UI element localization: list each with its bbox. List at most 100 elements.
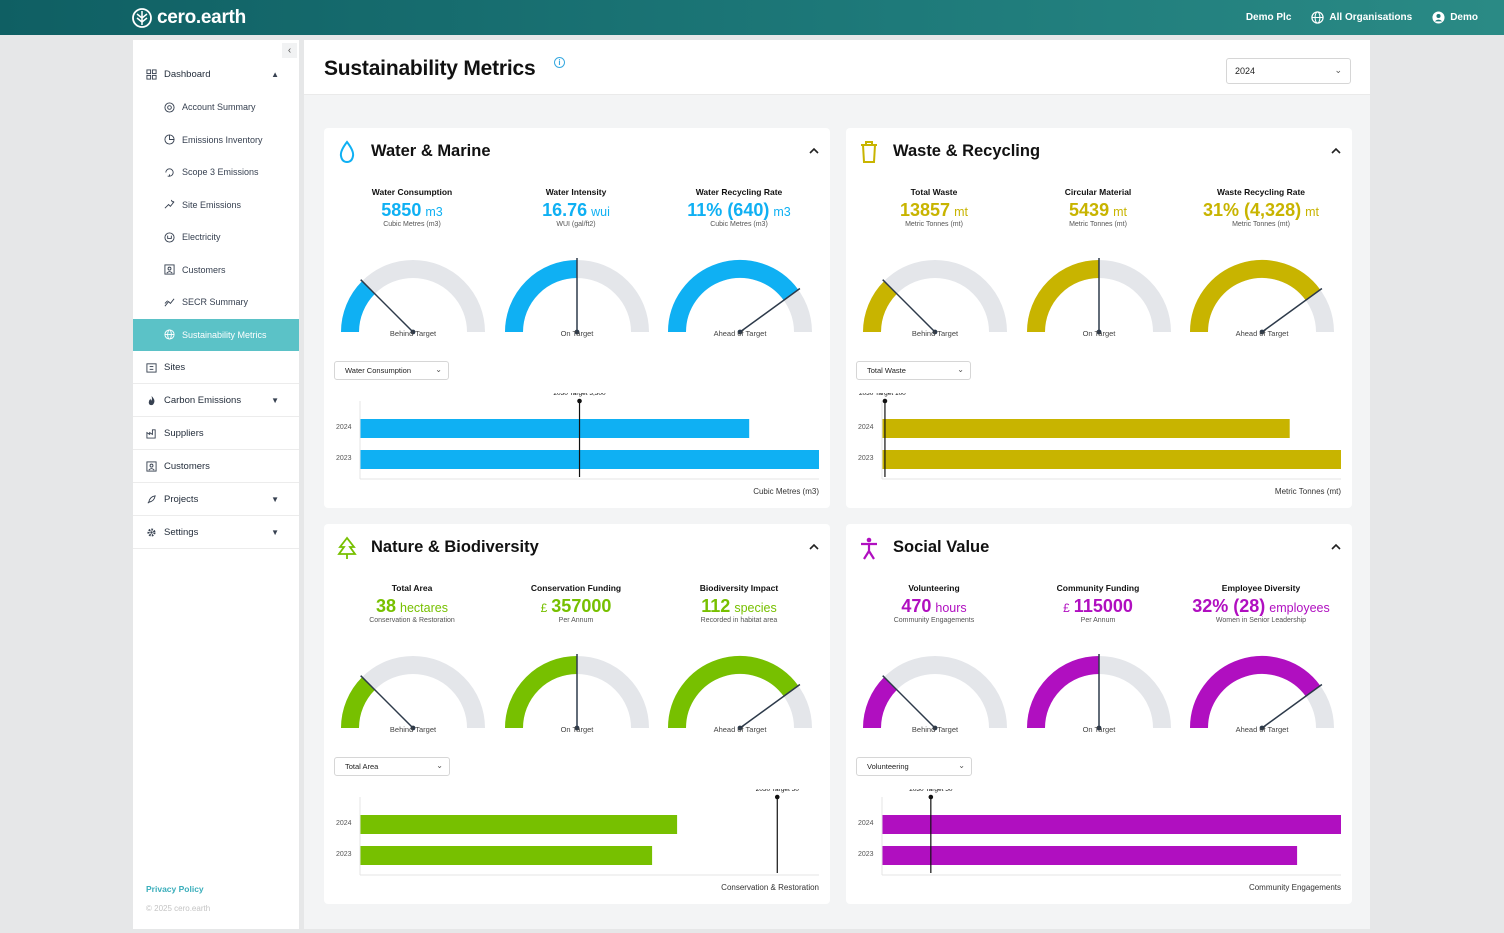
metric-value-row: 32% (28) employees: [1181, 596, 1341, 616]
target-marker: [577, 398, 582, 404]
sidebar-item-customers[interactable]: Customers: [133, 254, 299, 287]
sidebar-item-carbon-emissions[interactable]: Carbon Emissions ▼: [133, 384, 299, 417]
sidebar-item-suppliers[interactable]: Suppliers: [133, 417, 299, 450]
user-menu[interactable]: Demo: [1432, 11, 1478, 24]
metric-unit: wui: [591, 205, 610, 219]
sidebar-item-site-emissions[interactable]: Site Emissions: [133, 189, 299, 222]
year-select[interactable]: 2024 ⌄: [1226, 58, 1351, 84]
gauge-fill: [505, 656, 578, 729]
metric-value: 31% (4,328): [1203, 200, 1302, 220]
gauge-fill: [668, 655, 799, 729]
metric-value: 5439: [1069, 200, 1110, 220]
sidebar-item-settings[interactable]: Settings ▼: [133, 516, 299, 549]
org-name[interactable]: Demo Plc: [1246, 12, 1292, 23]
sidebar-item-label: Settings: [164, 526, 199, 538]
chevron-down-icon[interactable]: ▼: [271, 395, 279, 405]
metric: Biodiversity Impact 112 species Recorded …: [659, 583, 819, 624]
metric-unit: mt: [954, 205, 968, 219]
metric-unit: species: [734, 601, 777, 615]
sidebar-item-sustainability-metrics[interactable]: Sustainability Metrics: [133, 318, 299, 351]
top-bar: cero.earth Demo Plc All Organisations De…: [0, 0, 1504, 35]
gauge-label: Behind Target: [389, 725, 437, 734]
metric-sub: Metric Tonnes (mt): [1232, 221, 1290, 228]
dashboard-icon: [145, 69, 157, 81]
globe-icon: [1311, 11, 1325, 24]
factory-icon: [145, 427, 157, 439]
metric-label: Biodiversity Impact: [699, 583, 779, 593]
sidebar-item-label: Carbon Emissions: [164, 394, 242, 406]
metric: Total Waste 13857 mt Metric Tonnes (mt): [854, 187, 1014, 228]
sidebar-collapse-button[interactable]: ‹: [282, 43, 297, 58]
bin-icon: [861, 141, 877, 163]
privacy-policy-link[interactable]: Privacy Policy: [146, 884, 204, 894]
chevron-down-icon: ⌄: [436, 761, 443, 770]
chevron-up-icon[interactable]: [1330, 542, 1342, 552]
metric-label: Water Recycling Rate: [695, 187, 783, 197]
brand-logo[interactable]: cero.earth: [132, 7, 246, 29]
currency-symbol: £: [540, 601, 548, 615]
metric-select[interactable]: Total Waste ⌄: [856, 361, 971, 380]
metric-value: 13857: [900, 200, 951, 220]
sidebar-item-electricity[interactable]: Electricity: [133, 221, 299, 254]
sidebar-item-dashboard[interactable]: Dashboard ▲: [133, 58, 299, 91]
flame-icon: [145, 394, 157, 406]
metric: Water Consumption 5850 m3 Cubic Metres (m…: [332, 187, 492, 228]
gauge-needle-hub: [410, 329, 416, 335]
chevron-left-icon: ‹: [287, 45, 292, 56]
sidebar-item-account-summary[interactable]: Account Summary: [133, 91, 299, 124]
bar-year-label: 2023: [858, 851, 874, 858]
info-icon[interactable]: i: [554, 57, 565, 68]
chevron-up-icon[interactable]: ▲: [271, 70, 279, 79]
gauge-needle-hub: [410, 725, 416, 731]
chevron-up-icon[interactable]: [808, 542, 820, 552]
sidebar-item-label: Customers: [164, 460, 210, 472]
gauge-needle-hub: [1259, 725, 1265, 731]
gauge-needle-hub: [932, 329, 938, 335]
sidebar: ‹ Dashboard ▲ Account Summary Emissions Inv…: [133, 40, 299, 929]
chevron-down-icon[interactable]: ▼: [271, 527, 279, 537]
gauge-label: On Target: [1082, 725, 1116, 734]
gauge-needle-hub: [1259, 329, 1265, 335]
gauge-label: Ahead of Target: [713, 329, 767, 338]
sidebar-item-label: Sustainability Metrics: [182, 329, 267, 340]
metric-sub: Per Annum: [558, 617, 594, 624]
chevron-down-icon[interactable]: ▼: [271, 494, 279, 504]
all-organisations-button[interactable]: All Organisations: [1311, 11, 1412, 24]
gauge-needle: [1261, 683, 1323, 729]
card-title: Social Value: [893, 538, 990, 556]
bar-chart: 2024 2023 2030 Target 100 Metric Tonnes (mt…: [858, 393, 1341, 496]
chevron-up-icon[interactable]: [1330, 146, 1342, 156]
metric-select[interactable]: Total Area ⌄: [334, 757, 450, 776]
brand-name: cero.earth: [157, 7, 246, 28]
metric: Water Recycling Rate 11% (640) m3 Cubic M…: [659, 187, 819, 228]
card-title: Waste & Recycling: [893, 142, 1041, 160]
card-social-value: Social Value Volunteering 470 hours Commu…: [846, 524, 1352, 904]
gauge-needle: [882, 279, 936, 333]
metric-sub: Women in Senior Leadership: [1215, 617, 1307, 624]
chevron-up-icon[interactable]: [808, 146, 820, 156]
sidebar-item-label: Suppliers: [164, 427, 204, 439]
sidebar-item-secr-summary[interactable]: SECR Summary: [133, 286, 299, 319]
sidebar-item-customers[interactable]: Customers: [133, 450, 299, 483]
sidebar-item-projects[interactable]: Projects ▼: [133, 483, 299, 516]
gauge: [668, 259, 812, 335]
metric-value: 112: [701, 596, 731, 616]
water-drop-icon: [339, 140, 355, 164]
metric-unit: mt: [1113, 205, 1127, 219]
metric-value-row: 38 hectares: [332, 596, 492, 616]
metric-label: Total Area: [391, 583, 433, 593]
metric-select[interactable]: Volunteering ⌄: [856, 757, 972, 776]
bar-chart: 2024 2023 2030 Target 3,300 Cubic Metres (m…: [336, 393, 819, 496]
sidebar-item-scope-3-emissions[interactable]: Scope 3 Emissions: [133, 156, 299, 189]
currency-symbol: £: [1063, 601, 1070, 615]
plug-icon: [163, 231, 175, 243]
select-value: Total Waste: [867, 366, 906, 375]
bar-chart: 2024 2023 2030 Target 50 Conservation & Res…: [336, 789, 819, 892]
metric-select[interactable]: Water Consumption ⌄: [334, 361, 449, 380]
sidebar-item-sites[interactable]: Sites: [133, 351, 299, 384]
metric-unit: hectares: [400, 601, 448, 615]
sidebar-item-emissions-inventory[interactable]: Emissions Inventory: [133, 124, 299, 157]
metric: Water Intensity 16.76 wui WUI (gal/ft2): [496, 187, 656, 228]
metric-value: 357000: [551, 596, 612, 616]
select-value: Total Area: [345, 762, 379, 771]
